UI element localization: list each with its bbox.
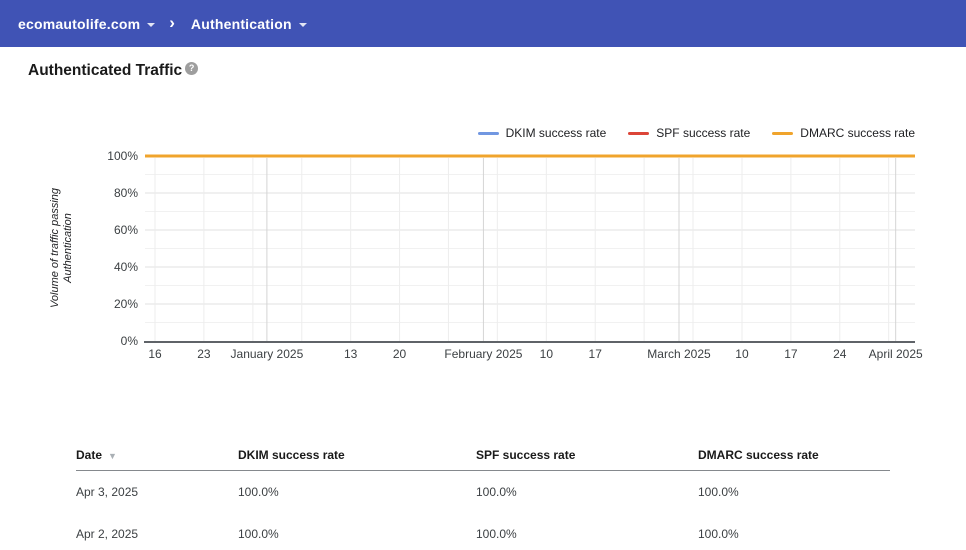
authenticated-traffic-chart: 0% 20% 40% 60% 80% 100% 16 23 January 2025 13 20 Fe… [0, 138, 966, 373]
x-axis-tick-label: 20 [393, 347, 407, 361]
table-header-row: Date ▼ DKIM success rate SPF success rate DM… [76, 440, 890, 471]
legend-line-swatch [628, 132, 649, 135]
legend-line-swatch [478, 132, 499, 135]
postmaster-tools-page: ecomautolife.com › Authentication Authen… [0, 0, 966, 550]
x-axis-tick-label: 17 [784, 347, 798, 361]
x-axis-tick-label: 24 [833, 347, 847, 361]
y-axis-tick-label: 0% [121, 334, 139, 348]
y-axis-tick-label: 60% [114, 223, 138, 237]
rate-cell: 100.0% [238, 527, 476, 541]
chevron-down-icon [147, 23, 155, 27]
y-axis-tick-label: 40% [114, 260, 138, 274]
column-header-date[interactable]: Date ▼ [76, 448, 238, 462]
sort-descending-icon: ▼ [108, 451, 117, 461]
x-axis-tick-label: 17 [589, 347, 603, 361]
x-axis-tick-label: 23 [197, 347, 211, 361]
y-axis-title: Volume of traffic passing [49, 187, 61, 308]
chevron-right-icon: › [169, 13, 175, 33]
auth-table: Date ▼ DKIM success rate SPF success rate DM… [76, 440, 890, 550]
section-menu-label: Authentication [191, 16, 292, 32]
x-axis-tick-label: April 2025 [869, 347, 923, 361]
table-body: Apr 3, 2025100.0%100.0%100.0%Apr 2, 2025… [76, 471, 890, 550]
x-axis-tick-label: 16 [148, 347, 162, 361]
rate-cell: 100.0% [476, 527, 698, 541]
x-axis-tick-label: February 2025 [444, 347, 522, 361]
column-header-dmarc-success-rate[interactable]: DMARC success rate [698, 448, 890, 462]
date-cell: Apr 2, 2025 [76, 527, 238, 541]
x-axis-tick-label: 10 [735, 347, 749, 361]
top-nav-bar: ecomautolife.com › Authentication [0, 0, 966, 47]
y-axis-tick-label: 20% [114, 297, 138, 311]
table-row: Apr 3, 2025100.0%100.0%100.0% [76, 471, 890, 513]
help-icon[interactable]: ? [185, 62, 198, 75]
x-axis-tick-label: March 2025 [647, 347, 711, 361]
column-header-spf-success-rate[interactable]: SPF success rate [476, 448, 698, 462]
rate-cell: 100.0% [698, 527, 890, 541]
x-axis-tick-label: January 2025 [231, 347, 304, 361]
page-title: Authenticated Traffic [28, 62, 182, 80]
x-axis-tick-label: 13 [344, 347, 358, 361]
column-header-dkim-success-rate[interactable]: DKIM success rate [238, 448, 476, 462]
section-menu-button[interactable]: Authentication [189, 12, 309, 36]
rate-cell: 100.0% [698, 485, 890, 499]
page-title-row: Authenticated Traffic ? [28, 62, 198, 80]
table-row: Apr 2, 2025100.0%100.0%100.0% [76, 513, 890, 550]
x-axis-tick-label: 10 [540, 347, 554, 361]
rate-cell: 100.0% [238, 485, 476, 499]
column-header-label: Date [76, 448, 102, 462]
domain-menu-label: ecomautolife.com [18, 16, 140, 32]
date-cell: Apr 3, 2025 [76, 485, 238, 499]
y-axis-title: Authentication [62, 213, 74, 284]
column-header-label: SPF success rate [476, 448, 575, 462]
y-axis-tick-label: 100% [107, 149, 138, 163]
column-header-label: DKIM success rate [238, 448, 345, 462]
rate-cell: 100.0% [476, 485, 698, 499]
legend-line-swatch [772, 132, 793, 135]
y-axis-tick-label: 80% [114, 186, 138, 200]
domain-menu-button[interactable]: ecomautolife.com [16, 12, 157, 36]
chevron-down-icon [299, 23, 307, 27]
column-header-label: DMARC success rate [698, 448, 819, 462]
